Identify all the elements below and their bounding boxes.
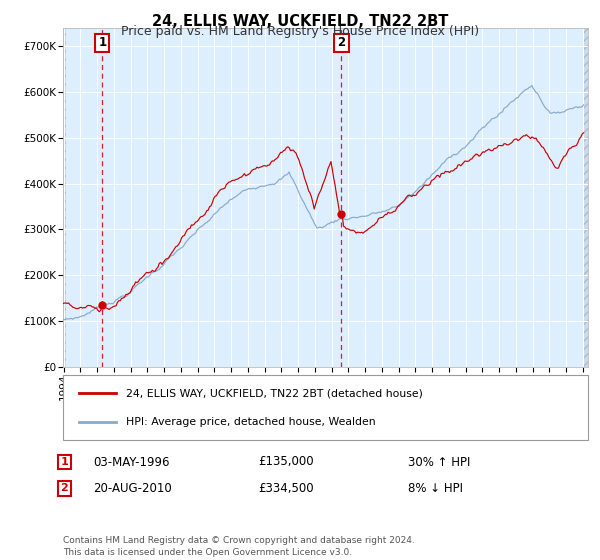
Text: 1: 1 [61, 457, 68, 467]
Bar [583, 28, 587, 367]
FancyBboxPatch shape [63, 375, 588, 440]
Text: 20-AUG-2010: 20-AUG-2010 [93, 482, 172, 495]
Text: £135,000: £135,000 [258, 455, 314, 469]
Text: 24, ELLIS WAY, UCKFIELD, TN22 2BT (detached house): 24, ELLIS WAY, UCKFIELD, TN22 2BT (detac… [126, 388, 423, 398]
Text: Contains HM Land Registry data © Crown copyright and database right 2024.
This d: Contains HM Land Registry data © Crown c… [63, 536, 415, 557]
Bar [61, 28, 67, 367]
Text: 24, ELLIS WAY, UCKFIELD, TN22 2BT: 24, ELLIS WAY, UCKFIELD, TN22 2BT [152, 14, 448, 29]
Text: 2: 2 [61, 483, 68, 493]
Text: 8% ↓ HPI: 8% ↓ HPI [408, 482, 463, 495]
Text: 03-MAY-1996: 03-MAY-1996 [93, 455, 170, 469]
Text: 2: 2 [337, 36, 346, 49]
Text: 1: 1 [98, 36, 106, 49]
Text: £334,500: £334,500 [258, 482, 314, 495]
Text: HPI: Average price, detached house, Wealden: HPI: Average price, detached house, Weal… [126, 417, 376, 427]
Text: Price paid vs. HM Land Registry's House Price Index (HPI): Price paid vs. HM Land Registry's House … [121, 25, 479, 38]
Text: 30% ↑ HPI: 30% ↑ HPI [408, 455, 470, 469]
